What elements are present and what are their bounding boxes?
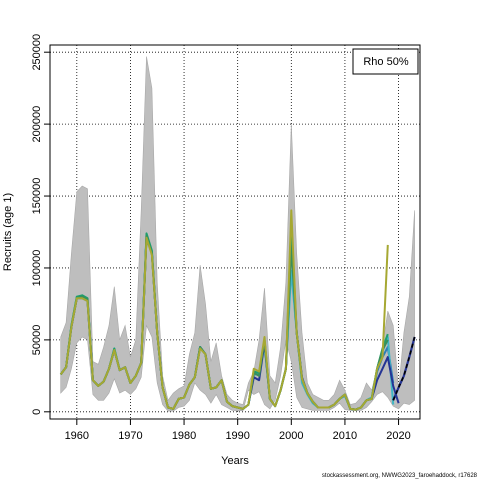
axes: 1960 1970 1980 1990 2000 2010 2020 0 50000 100000… xyxy=(31,34,411,442)
legend: Rho 50% xyxy=(352,48,419,75)
series-line-5 xyxy=(59,209,389,411)
x-axis-title: Years xyxy=(221,455,249,467)
y-tick-label-50000: 50000 xyxy=(31,325,43,356)
y-axis-title: Recruits (age 1) xyxy=(2,193,14,271)
confidence-band-area xyxy=(60,56,415,412)
y-tick-label-200000: 200000 xyxy=(31,106,43,143)
legend-box xyxy=(352,48,419,75)
legend-label: Rho 50% xyxy=(363,56,408,68)
y-tick-label-0: 0 xyxy=(31,409,43,415)
x-tick-label-1970: 1970 xyxy=(118,430,142,442)
series-line-6 xyxy=(392,336,416,401)
plot-frame xyxy=(49,44,421,420)
x-tick-label-2000: 2000 xyxy=(279,430,303,442)
x-tick-label-1980: 1980 xyxy=(172,430,196,442)
x-tick-label-1960: 1960 xyxy=(65,430,89,442)
y-tick-label-150000: 150000 xyxy=(31,178,43,215)
x-tick-label-2010: 2010 xyxy=(333,430,357,442)
y-tick-label-100000: 100000 xyxy=(31,250,43,287)
x-tick-label-2020: 2020 xyxy=(386,430,410,442)
confidence-band xyxy=(60,56,415,412)
series-lines xyxy=(59,209,416,411)
y-tick-label-250000: 250000 xyxy=(31,34,43,71)
x-tick-label-1990: 1990 xyxy=(225,430,249,442)
credit-line: stockassessment.org, NWWG2023_faroehaddo… xyxy=(322,473,478,479)
